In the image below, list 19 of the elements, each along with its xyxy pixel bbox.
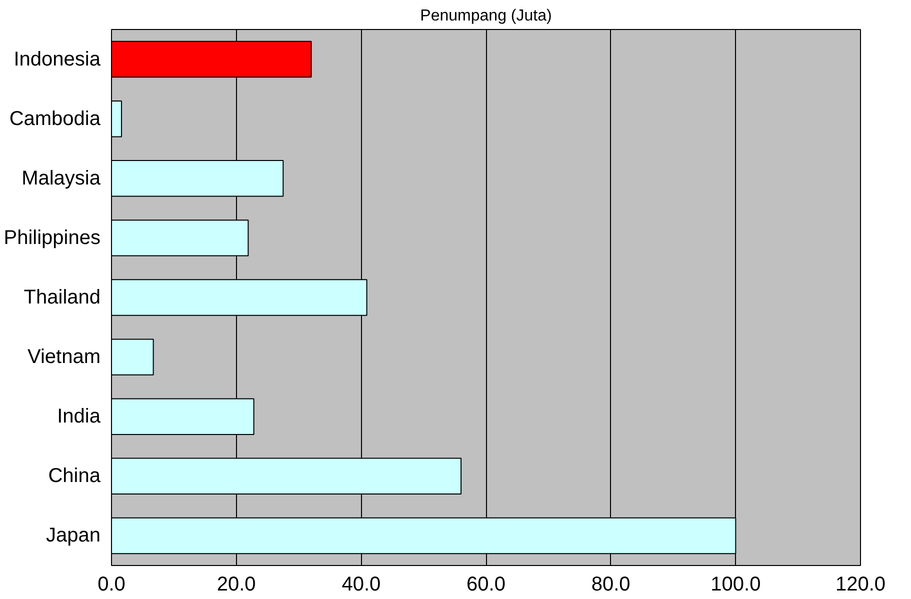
y-tick-label: Cambodia <box>9 108 102 130</box>
y-tick-label: Vietnam <box>27 346 101 368</box>
y-tick-label: Philippines <box>4 226 101 249</box>
y-tick-label: Japan <box>46 524 101 547</box>
y-tick-label: India <box>57 406 102 428</box>
x-tick-label: 80.0 <box>591 574 630 596</box>
chart-title: Penumpang (Juta) <box>420 8 552 24</box>
x-tick-label: 20.0 <box>216 574 256 596</box>
x-tick-label: 40.0 <box>342 574 381 596</box>
x-tick-label: 0.0 <box>98 574 126 596</box>
bar <box>112 100 122 138</box>
y-tick-label: Indonesia <box>14 48 102 70</box>
y-tick-label: Malaysia <box>22 167 102 190</box>
x-tick-label: 120.0 <box>835 574 886 596</box>
x-tick-label: 60.0 <box>466 574 506 596</box>
y-tick-label: China <box>48 465 102 488</box>
y-tick-label: Thailand <box>24 286 100 308</box>
bar <box>112 338 154 376</box>
x-tick-label: 100.0 <box>710 574 761 596</box>
